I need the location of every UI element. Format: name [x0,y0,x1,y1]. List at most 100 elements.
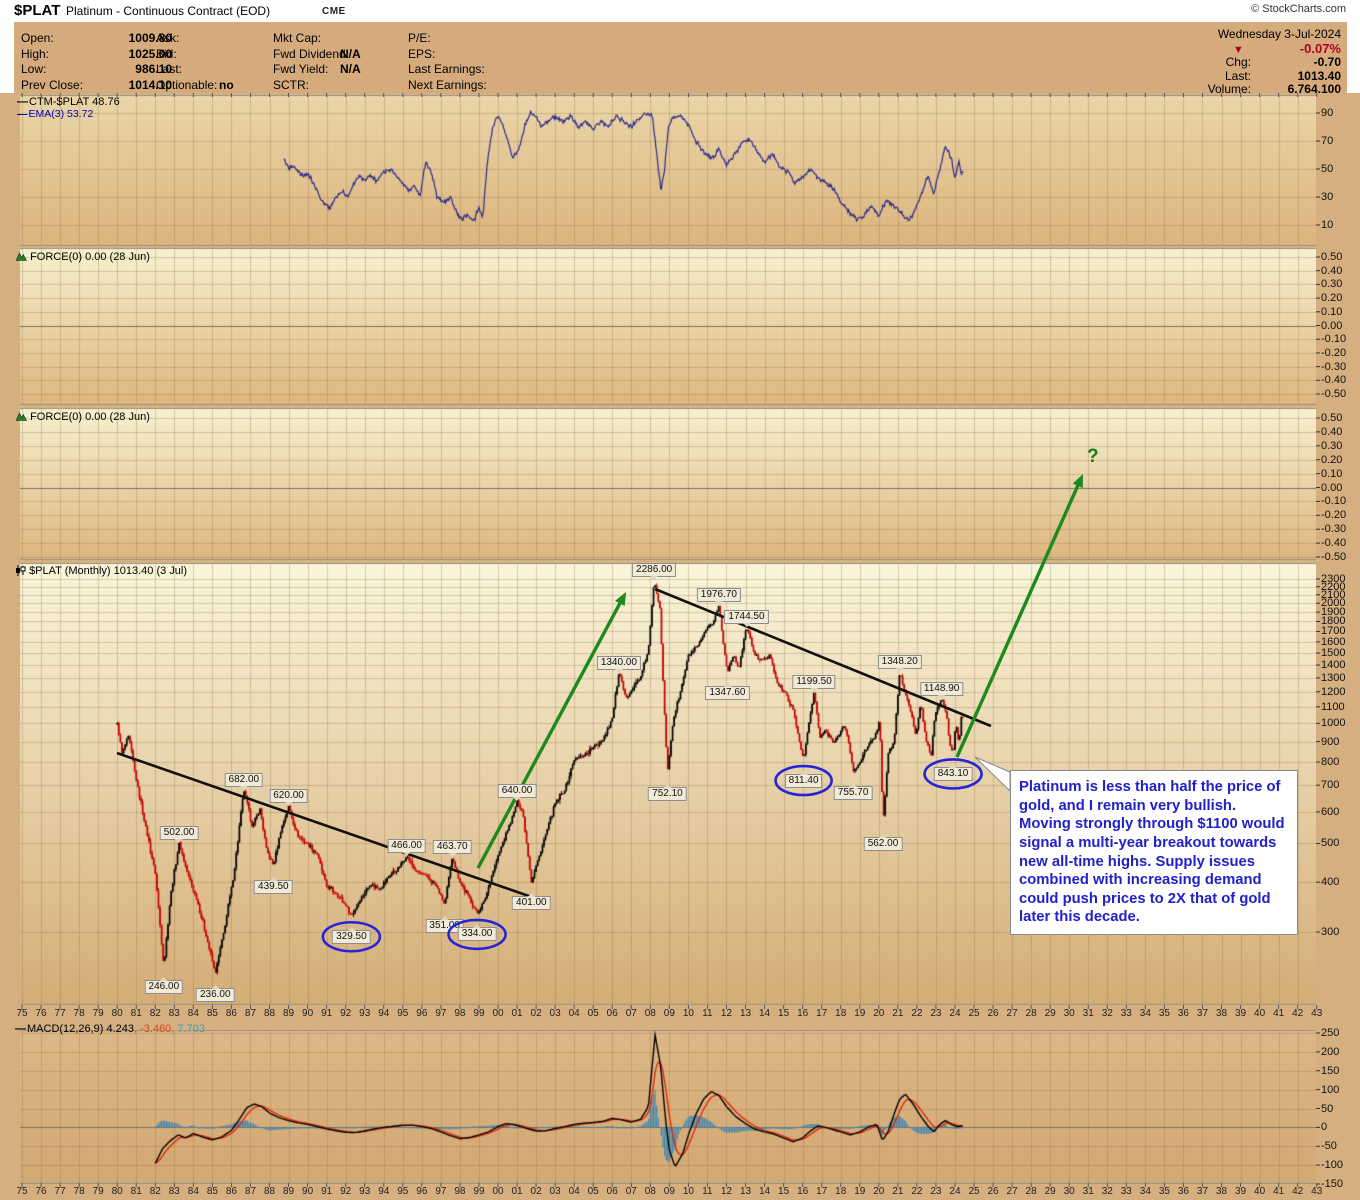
quote-label: Last Earnings: [408,62,485,76]
x-axis-label: 40 [1254,1008,1266,1019]
price-callout: 329.50 [332,926,371,944]
macd-panel [20,1030,1316,1184]
y-axis-label: 200 [1321,1045,1340,1058]
x-axis-label: 99 [473,1008,485,1019]
x-axis-label: 04 [568,1186,580,1197]
price-callout: 1199.50 [792,674,836,692]
x-axis-label: 75 [16,1008,28,1019]
x-axis-label: 87 [244,1008,257,1019]
percent-change-value: -0.07% [1299,41,1341,56]
y-axis-label: 70 [1321,135,1334,147]
x-axis-label: 80 [111,1186,123,1197]
y-axis-label: -50 [1321,1140,1337,1153]
price-callout: 502.00 [159,825,199,843]
x-axis-label: 89 [282,1008,295,1019]
y-axis-label: 50 [1321,1102,1334,1115]
x-axis-label: 10 [682,1008,694,1019]
price-callout: 2286.00 [632,563,677,581]
x-axis-label: 21 [892,1008,904,1019]
x-axis-label: 37 [1196,1008,1209,1019]
ctm-panel [20,95,1316,246]
y-axis-label: -0.50 [1321,551,1347,563]
x-axis-label: 33 [1120,1186,1132,1197]
force-panel-2 [20,408,1316,560]
x-axis-label: 35 [1158,1008,1170,1019]
price-callout: 640.00 [497,783,537,801]
x-axis-label: 28 [1025,1186,1037,1197]
quote-label: Fwd Yield: [273,62,329,76]
y-axis-label: 0.10 [1321,467,1343,480]
y-axis-label: 0.00 [1321,481,1343,494]
y-axis-label: 400 [1321,876,1340,889]
y-axis-label: 2100 [1321,588,1346,601]
y-axis-label: 900 [1321,735,1340,748]
y-axis-label: 100 [1321,1083,1340,1096]
x-axis-label: 18 [835,1186,847,1197]
quote-label: Optionable: [156,77,218,92]
x-axis-label: 35 [1158,1186,1170,1197]
x-axis-label: 97 [435,1008,447,1019]
ctm-chart-canvas [20,95,1316,246]
x-axis-label: 89 [282,1186,295,1197]
x-axis-label: 80 [111,1008,123,1019]
x-axis-label: 02 [530,1008,542,1019]
price-callout: 1340.00 [596,655,641,673]
legend-text: EMA(3) 53.72 [28,108,94,120]
price-callout: 752.10 [648,783,687,801]
x-axis-label: 41 [1273,1186,1285,1197]
quote-value: no [219,77,234,92]
chart-area: — CTM-$PLAT 48.76— EMA(3) 53.72 FORCE(0) 0… [0,93,1360,1200]
quote-label: Fwd Dividend: [273,46,350,61]
x-axis-label: 32 [1101,1008,1113,1019]
x-axis-label: 13 [739,1008,752,1019]
y-axis-label: 1200 [1321,685,1346,698]
x-axis-label: 91 [321,1186,333,1197]
x-axis-label: 02 [530,1186,542,1197]
x-axis-label: 83 [168,1186,180,1197]
macd-legend-part: MACD(12,26,9) 4.243 [27,1023,134,1035]
x-axis-label: 82 [149,1008,161,1019]
x-axis-label: 36 [1177,1186,1189,1197]
y-axis-label: 150 [1321,1064,1340,1077]
price-callout: 843.10 [933,763,973,781]
x-axis-label: 20 [873,1186,885,1197]
x-axis-label: 05 [587,1008,599,1019]
x-axis-label: 29 [1044,1008,1056,1019]
x-axis-label: 12 [720,1186,733,1197]
x-axis-label: 96 [416,1008,428,1019]
legend-dash-icon: — [17,108,27,120]
quote-value: 1014.10 [128,77,172,92]
y-axis-label: 0.30 [1321,278,1343,291]
y-axis-label: 2000 [1321,597,1346,610]
x-axis-label: 90 [302,1186,314,1197]
quote-label: Volume: [1207,82,1251,96]
quote-value: 6,764,100 [1287,82,1341,96]
x-axis-label: 77 [54,1186,66,1197]
force2-canvas [20,408,1316,560]
x-axis-label: 07 [625,1186,637,1197]
y-axis-label: 1700 [1321,625,1346,638]
y-axis-label: -0.20 [1321,346,1347,359]
x-axis-label: 78 [73,1008,85,1019]
y-axis-label: 1800 [1321,615,1346,628]
y-axis-label: 0.10 [1321,305,1343,318]
quote-label: Ask: [156,31,180,45]
quote-label: Bid: [156,46,177,61]
y-axis-label: 0.50 [1321,412,1343,424]
x-axis-label: 78 [73,1186,85,1197]
x-axis-label: 19 [854,1186,866,1197]
quote-label: Open: [21,31,54,45]
x-axis-label: 21 [892,1186,904,1197]
x-axis-label: 29 [1044,1186,1056,1197]
x-axis-label: 88 [263,1186,276,1197]
x-axis-label: 11 [702,1008,713,1019]
x-axis-label: 07 [625,1008,637,1019]
quote-value: -0.70 [1313,55,1341,69]
x-axis-label: 23 [930,1008,942,1019]
y-axis-label: -0.10 [1321,333,1347,346]
quote-label: SCTR: [273,77,309,92]
x-axis-label: 09 [663,1186,675,1197]
y-axis-label: -0.20 [1321,509,1347,522]
price-callout: 1348.20 [877,654,922,672]
y-axis-label: -100 [1321,1159,1344,1172]
